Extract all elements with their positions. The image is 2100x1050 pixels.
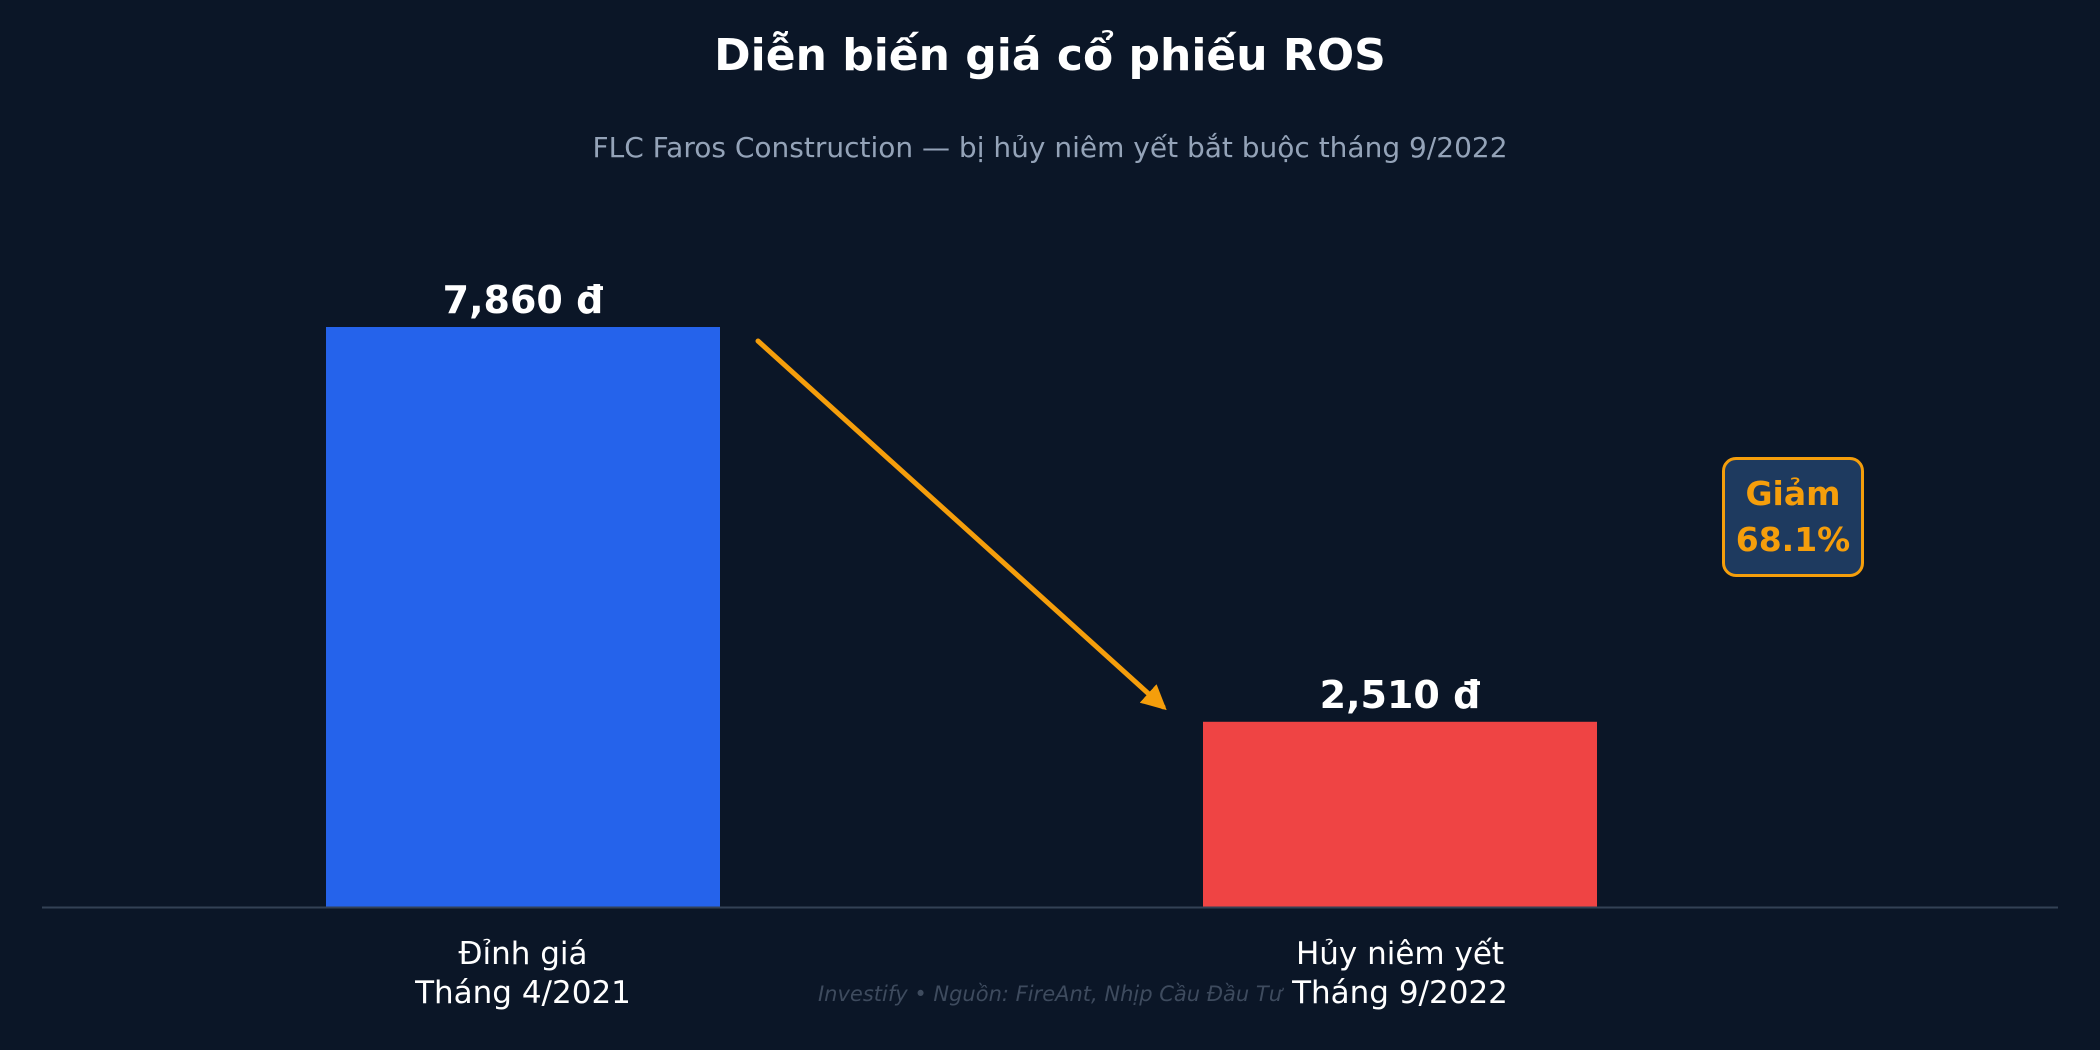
value-label-2: 2,510 đ: [1320, 673, 1481, 717]
value-label-1: 7,860 đ: [443, 278, 604, 322]
chart-title: Diễn biến giá cổ phiếu ROS: [714, 30, 1386, 81]
decline-badge-value: 68.1%: [1735, 520, 1851, 559]
decline-badge: Giảm 68.1%: [1722, 457, 1864, 577]
chart-subtitle: FLC Faros Construction — bị hủy niêm yết…: [592, 131, 1508, 164]
bar-1: [326, 327, 720, 907]
category-label-2-line-2: Tháng 9/2022: [1291, 975, 1508, 1011]
bar-2: [1203, 721, 1597, 907]
decline-arrow: [755, 338, 1167, 711]
decline-badge-label: Giảm: [1745, 474, 1841, 513]
source-footer: Investify • Nguồn: FireAnt, Nhịp Cầu Đầu…: [817, 982, 1283, 1006]
category-label-1-line-2: Tháng 4/2021: [414, 975, 631, 1011]
category-label-2-line-1: Hủy niêm yết: [1296, 936, 1504, 972]
category-label-1-line-1: Đỉnh giá: [458, 936, 587, 972]
